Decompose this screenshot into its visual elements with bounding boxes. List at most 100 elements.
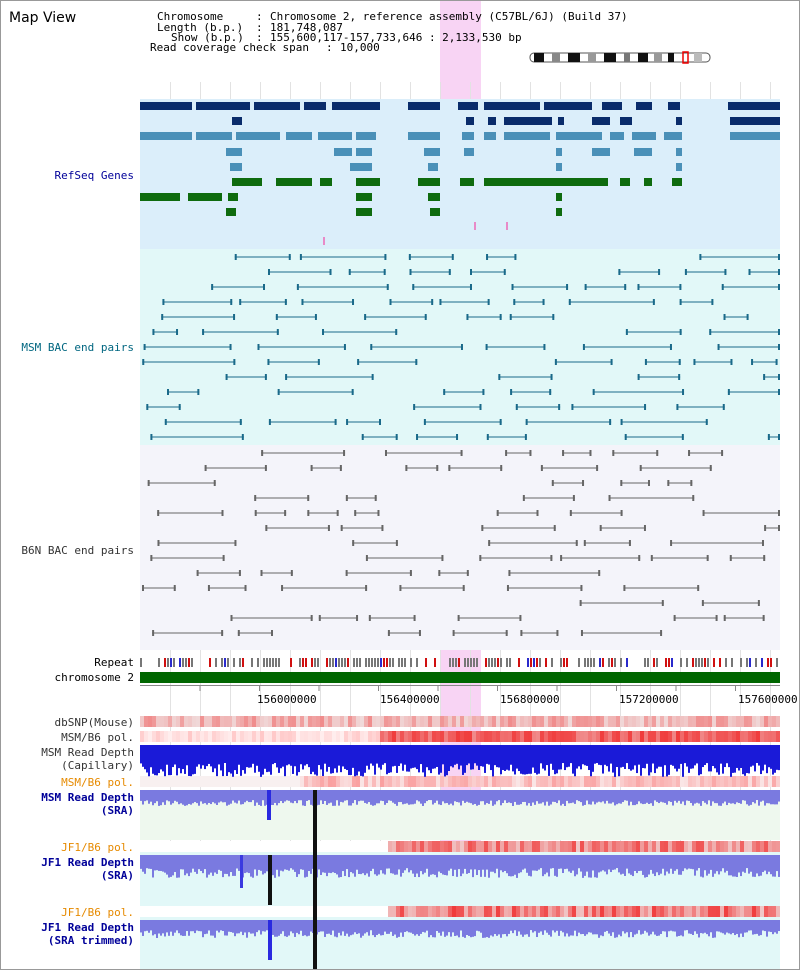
jf1-pol2-cell[interactable] bbox=[296, 906, 300, 917]
msm-bac-pair[interactable] bbox=[443, 389, 446, 395]
msm-bac-pair[interactable] bbox=[378, 419, 381, 425]
msm-pol2-cell[interactable] bbox=[676, 776, 680, 787]
gene-feature[interactable] bbox=[610, 132, 624, 140]
dbsnp-cell[interactable] bbox=[256, 716, 260, 727]
b6n-bac-pair[interactable] bbox=[638, 555, 641, 561]
msm-pol2-cell[interactable] bbox=[364, 776, 368, 787]
dbsnp-cell[interactable] bbox=[644, 716, 648, 727]
jf1-trimmed-depth[interactable] bbox=[378, 920, 380, 934]
msm-capillary-depth[interactable] bbox=[520, 745, 522, 774]
jf1-trimmed-depth[interactable] bbox=[710, 920, 712, 933]
jf1-sra-depth[interactable] bbox=[620, 855, 622, 875]
msm-sra-depth[interactable] bbox=[384, 790, 386, 805]
msm-pol2-cell[interactable] bbox=[552, 776, 556, 787]
jf1-trimmed-depth[interactable] bbox=[702, 920, 704, 934]
msm-sra-depth[interactable] bbox=[478, 790, 480, 805]
jf1-pol-cell[interactable] bbox=[344, 841, 348, 852]
msm-sra-depth[interactable] bbox=[674, 790, 676, 801]
msm-sra-depth[interactable] bbox=[524, 790, 526, 802]
b6n-bac-pair[interactable] bbox=[508, 570, 511, 576]
msm-capillary-depth[interactable] bbox=[604, 745, 606, 765]
b6n-bac-pair[interactable] bbox=[778, 525, 780, 531]
msm-capillary-depth[interactable] bbox=[584, 745, 586, 766]
msm-pol2-cell[interactable] bbox=[172, 776, 176, 787]
jf1-sra-depth[interactable] bbox=[154, 855, 156, 871]
msm-bac-pair[interactable] bbox=[763, 374, 766, 380]
msm-pol-cell[interactable] bbox=[252, 731, 256, 742]
jf1-pol2-cell[interactable] bbox=[416, 906, 420, 917]
b6n-bac-pair[interactable] bbox=[505, 630, 508, 636]
msm-sra-depth[interactable] bbox=[552, 790, 554, 802]
b6n-bac-pair[interactable] bbox=[763, 555, 766, 561]
msm-sra-depth[interactable] bbox=[272, 790, 274, 806]
jf1-sra-depth[interactable] bbox=[586, 855, 588, 872]
gene-feature[interactable] bbox=[664, 132, 682, 140]
msm-pol2-cell[interactable] bbox=[220, 776, 224, 787]
msm-capillary-depth[interactable] bbox=[526, 745, 528, 775]
jf1-pol-cell[interactable] bbox=[468, 841, 472, 852]
jf1-trimmed-depth[interactable] bbox=[754, 920, 756, 935]
jf1-trimmed-depth[interactable] bbox=[432, 920, 434, 938]
jf1-pol-cell[interactable] bbox=[736, 841, 740, 852]
dbsnp-cell[interactable] bbox=[244, 716, 248, 727]
dbsnp-cell[interactable] bbox=[352, 716, 356, 727]
msm-sra-depth[interactable] bbox=[230, 790, 232, 804]
repeat-feature[interactable] bbox=[494, 658, 496, 667]
repeat-feature[interactable] bbox=[476, 658, 478, 667]
msm-sra-depth[interactable] bbox=[286, 790, 288, 801]
jf1-trimmed-depth[interactable] bbox=[760, 920, 762, 936]
b6n-bac-pair[interactable] bbox=[381, 525, 384, 531]
jf1-trimmed-depth[interactable] bbox=[536, 920, 538, 938]
jf1-sra-depth[interactable] bbox=[332, 855, 334, 873]
gene-feature[interactable] bbox=[504, 132, 550, 140]
jf1-sra-depth[interactable] bbox=[142, 855, 144, 872]
msm-pol-cell[interactable] bbox=[632, 731, 636, 742]
msm-capillary-depth[interactable] bbox=[490, 745, 492, 771]
repeat-feature[interactable] bbox=[185, 658, 187, 667]
jf1-pol-cell[interactable] bbox=[612, 841, 616, 852]
b6n-bac-pair[interactable] bbox=[667, 480, 670, 486]
repeat-feature[interactable] bbox=[488, 658, 490, 667]
msm-sra-depth[interactable] bbox=[466, 790, 468, 802]
jf1-trimmed-depth[interactable] bbox=[144, 920, 146, 932]
jf1-trimmed-depth[interactable] bbox=[696, 920, 698, 934]
msm-capillary-depth[interactable] bbox=[328, 745, 330, 767]
msm-pol-cell[interactable] bbox=[668, 731, 672, 742]
msm-sra-depth[interactable] bbox=[198, 790, 200, 806]
jf1-trimmed-depth[interactable] bbox=[372, 920, 374, 936]
msm-sra-depth[interactable] bbox=[352, 790, 354, 804]
jf1-trimmed-depth[interactable] bbox=[374, 920, 376, 938]
msm-bac-pair[interactable] bbox=[424, 314, 427, 320]
repeat-feature[interactable] bbox=[392, 658, 394, 667]
msm-sra-depth[interactable] bbox=[232, 790, 234, 801]
msm-capillary-depth[interactable] bbox=[778, 745, 780, 771]
msm-bac-pair[interactable] bbox=[554, 359, 557, 365]
jf1-sra-depth[interactable] bbox=[260, 855, 262, 871]
jf1-sra-depth[interactable] bbox=[602, 855, 604, 871]
jf1-pol2-cell[interactable] bbox=[188, 906, 192, 917]
msm-capillary-depth[interactable] bbox=[194, 745, 196, 774]
jf1-trimmed-depth[interactable] bbox=[568, 920, 570, 937]
jf1-sra-depth[interactable] bbox=[198, 855, 200, 870]
msm-sra-depth[interactable] bbox=[754, 790, 756, 804]
jf1-trimmed-depth[interactable] bbox=[292, 920, 294, 934]
msm-sra-depth[interactable] bbox=[734, 790, 736, 805]
jf1-trimmed-depth[interactable] bbox=[596, 920, 598, 935]
dbsnp-cell[interactable] bbox=[568, 716, 572, 727]
dbsnp-cell[interactable] bbox=[452, 716, 456, 727]
jf1-sra-depth[interactable] bbox=[520, 855, 522, 873]
repeat-feature[interactable] bbox=[215, 658, 217, 667]
msm-sra-depth[interactable] bbox=[144, 790, 146, 802]
jf1-sra-depth[interactable] bbox=[662, 855, 664, 869]
msm-sra-depth-spike[interactable] bbox=[313, 790, 317, 870]
jf1-pol2-cell[interactable] bbox=[204, 906, 208, 917]
msm-pol2-cell[interactable] bbox=[728, 776, 732, 787]
jf1-sra-depth[interactable] bbox=[756, 855, 758, 874]
jf1-sra-depth[interactable] bbox=[540, 855, 542, 869]
jf1-sra-depth[interactable] bbox=[560, 855, 562, 869]
jf1-sra-depth[interactable] bbox=[642, 855, 644, 875]
msm-sra-depth[interactable] bbox=[644, 790, 646, 804]
jf1-sra-depth[interactable] bbox=[778, 855, 780, 877]
msm-pol2-cell[interactable] bbox=[416, 776, 420, 787]
b6n-bac-pair[interactable] bbox=[556, 630, 559, 636]
